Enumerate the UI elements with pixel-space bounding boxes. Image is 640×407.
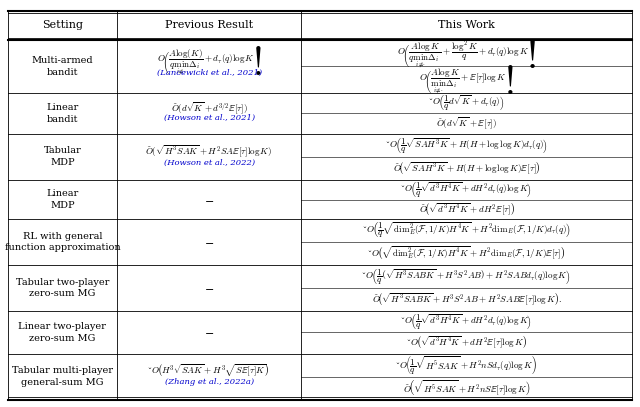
Text: Tabular multi-player
general-sum MG: Tabular multi-player general-sum MG [12, 366, 113, 387]
Text: $\tilde{O}\!\left(\sqrt{SAH^3K} + H(H+\log\log K)\mathbb{E}[\tau]\right)$: $\tilde{O}\!\left(\sqrt{SAH^3K} + H(H+\l… [393, 160, 541, 177]
Text: $\check{O}\!\left(\dfrac{1}{q}d\sqrt{K} + d_\tau(q)\right)$: $\check{O}\!\left(\dfrac{1}{q}d\sqrt{K} … [429, 93, 504, 112]
Text: (Howson et al., 2021): (Howson et al., 2021) [164, 114, 255, 122]
Text: Setting: Setting [42, 20, 83, 31]
Text: $\tilde{O}\!\left(\sqrt{d^3H^4K} + dH^2\mathbb{E}[\tau]\right)$: $\tilde{O}\!\left(\sqrt{d^3H^4K} + dH^2\… [419, 201, 515, 218]
Text: Linear two-player
zero-sum MG: Linear two-player zero-sum MG [19, 322, 106, 343]
Text: $\check{O}\!\left(\dfrac{1}{q}\sqrt{d^3H^4K} + dH^2d_\tau(q)\log K\right)$: $\check{O}\!\left(\dfrac{1}{q}\sqrt{d^3H… [401, 312, 532, 331]
Text: Linear
bandit: Linear bandit [46, 103, 79, 123]
Text: $\tilde{O}\!\left(\sqrt{H^3SABK} + H^3S^2AB + H^2SAB\mathbb{E}[\tau]\log K\right: $\tilde{O}\!\left(\sqrt{H^3SABK} + H^3S^… [372, 291, 562, 308]
Text: (Zhang et al., 2022a): (Zhang et al., 2022a) [164, 378, 253, 386]
Text: $\check{O}\!\left(\sqrt{d^3H^4K} + dH^2\mathbb{E}[\tau]\log K\right)$: $\check{O}\!\left(\sqrt{d^3H^4K} + dH^2\… [407, 335, 527, 351]
Text: $\check{O}\!\left(\dfrac{1}{q}\sqrt{H^5SAK} + H^2nSd_\tau(q)\log K\right)$: $\check{O}\!\left(\dfrac{1}{q}\sqrt{H^5S… [396, 354, 538, 376]
Text: This Work: This Work [438, 20, 495, 31]
Text: Tabular
MDP: Tabular MDP [44, 147, 81, 167]
Text: RL with general
function approximation: RL with general function approximation [4, 232, 120, 252]
Text: $\check{O}\!\left(\dfrac{1}{q}\sqrt{SAH^3K} + H(H+\log\log K)d_\tau(q)\right)$: $\check{O}\!\left(\dfrac{1}{q}\sqrt{SAH^… [386, 136, 548, 155]
Text: $O\!\left(\dfrac{A\log K}{q\min_{i\neq\cdot}\Delta_i} + \dfrac{\log^2 K}{q} + d_: $O\!\left(\dfrac{A\log K}{q\min_{i\neq\c… [397, 37, 536, 70]
Text: $-$: $-$ [204, 327, 214, 337]
Text: $-$: $-$ [204, 195, 214, 205]
Text: $\tilde{O}(d\sqrt{K} + \mathbb{E}[\tau])$: $\tilde{O}(d\sqrt{K} + \mathbb{E}[\tau])… [436, 115, 497, 131]
Text: $\check{O}\!\left(H^3\sqrt{SAK} + H^3\sqrt{S\mathbb{E}[\tau]K}\right)$: $\check{O}\!\left(H^3\sqrt{SAK} + H^3\sq… [148, 363, 270, 379]
Text: $\tilde{O}(\sqrt{H^3SAK} + H^2SA\mathbb{E}[\tau]\log K)$: $\tilde{O}(\sqrt{H^3SAK} + H^2SA\mathbb{… [145, 143, 273, 159]
Text: Linear
MDP: Linear MDP [46, 189, 79, 210]
Text: Multi-armed
bandit: Multi-armed bandit [31, 56, 93, 77]
Text: (Lancewicki et al., 2021): (Lancewicki et al., 2021) [157, 69, 262, 77]
Text: $\check{O}\!\left(\sqrt{\mathrm{dim}^2_E(\mathcal{F},1/K)H^4K} + H^2\mathrm{dim}: $\check{O}\!\left(\sqrt{\mathrm{dim}^2_E… [368, 245, 566, 262]
Text: $O\!\left(\dfrac{A\log(K)}{q\min_{i\neq\cdot}\Delta_i} + d_\tau(q)\log K\right)$: $O\!\left(\dfrac{A\log(K)}{q\min_{i\neq\… [157, 44, 262, 77]
Text: (Howson et al., 2022): (Howson et al., 2022) [164, 158, 255, 166]
Text: $\check{O}\!\left(\dfrac{1}{q}\sqrt{\mathrm{dim}^2_E(\mathcal{F},1/K)H^4K} + H^2: $\check{O}\!\left(\dfrac{1}{q}\sqrt{\mat… [363, 221, 571, 240]
Text: Tabular two-player
zero-sum MG: Tabular two-player zero-sum MG [15, 278, 109, 298]
Text: $\check{O}\!\left(\dfrac{1}{q}\sqrt{d^3H^4K} + dH^2d_\tau(q)\log K\right)$: $\check{O}\!\left(\dfrac{1}{q}\sqrt{d^3H… [401, 180, 532, 199]
Text: Previous Result: Previous Result [165, 20, 253, 31]
Text: $\tilde{O}\!\left(\sqrt{H^5SAK} + H^2nS\mathbb{E}[\tau]\log K\right)$: $\tilde{O}\!\left(\sqrt{H^5SAK} + H^2nS\… [403, 379, 531, 398]
Text: $O\!\left(\dfrac{A\log K}{\min_{i\neq\cdot}\Delta_i} + \mathbb{E}[\tau]\log K\ri: $O\!\left(\dfrac{A\log K}{\min_{i\neq\cd… [419, 63, 515, 96]
Text: $\tilde{O}(d\sqrt{K} + d^{3/2}\mathbb{E}[\tau])$: $\tilde{O}(d\sqrt{K} + d^{3/2}\mathbb{E}… [171, 100, 248, 116]
Text: $-$: $-$ [204, 283, 214, 293]
Text: $\check{O}\!\left(\dfrac{1}{q}\left(\sqrt{H^3SABK} + H^3S^2AB\right) + H^2SABd_\: $\check{O}\!\left(\dfrac{1}{q}\left(\sqr… [362, 267, 571, 286]
Text: $-$: $-$ [204, 237, 214, 247]
